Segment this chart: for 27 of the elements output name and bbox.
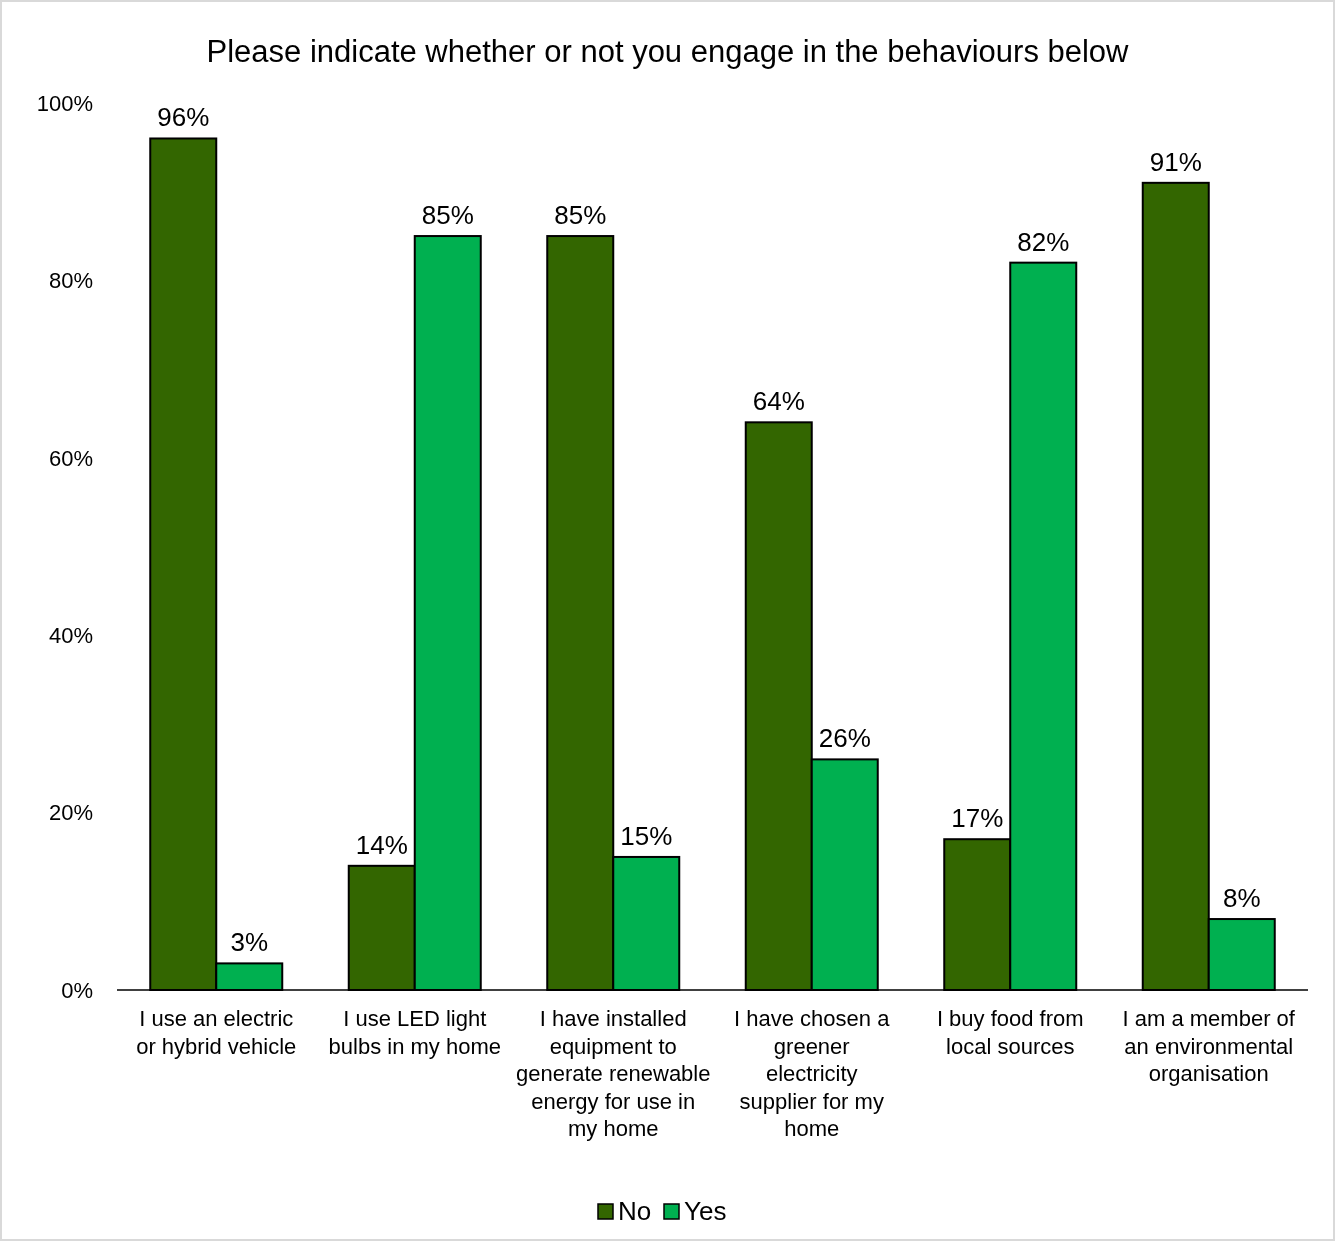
x-tick-label: I buy food from local sources — [936, 1006, 1084, 1059]
data-label: 96% — [157, 102, 210, 133]
data-label: 85% — [554, 200, 607, 231]
data-label: 82% — [1017, 226, 1070, 257]
data-label: 17% — [951, 803, 1004, 834]
data-label: 8% — [1222, 883, 1261, 914]
x-tick-label: I have installed equipment to generate renewable energy for use in my home — [516, 1006, 711, 1141]
data-label: 85% — [421, 200, 474, 231]
data-label: 26% — [818, 723, 871, 754]
chart-title: Please indicate whether or not you engage in the behaviours below — [206, 34, 1130, 69]
y-tick-label: 20% — [48, 800, 93, 826]
legend-label: No — [618, 1196, 652, 1226]
x-tick-label: I have chosen a greener electricity supplier for my home — [734, 1006, 891, 1141]
legend-label: Yes — [684, 1196, 727, 1226]
x-tick-label: I use LED light bulbs in my home — [328, 1006, 501, 1059]
y-tick-label: 0% — [61, 977, 93, 1003]
data-label: 14% — [355, 829, 408, 860]
y-tick-label: 100% — [36, 90, 93, 116]
y-tick-label: 80% — [48, 268, 93, 294]
data-label: 15% — [620, 820, 673, 851]
data-label: 91% — [1149, 146, 1202, 177]
y-tick-label: 40% — [48, 622, 93, 648]
data-label: 3% — [230, 927, 269, 958]
x-tick-label: I use an electric or hybrid vehicle — [136, 1006, 297, 1059]
data-label: 64% — [752, 386, 805, 417]
y-tick-label: 60% — [48, 445, 93, 471]
x-tick-label: I am a member of an environmental organisation — [1122, 1006, 1296, 1086]
